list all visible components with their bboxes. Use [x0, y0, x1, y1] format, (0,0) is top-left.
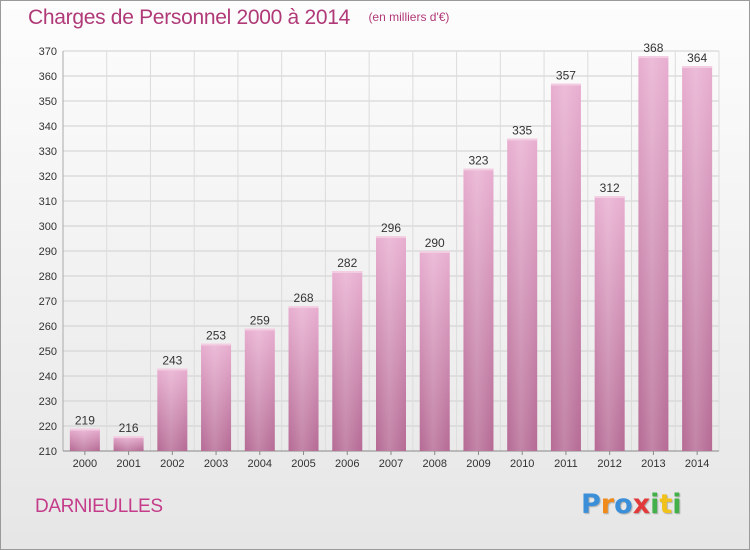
data-label: 253 — [206, 329, 226, 343]
y-tick-label: 290 — [39, 246, 57, 258]
logo-letter: i — [672, 489, 682, 520]
x-tick-label: 2007 — [379, 458, 403, 470]
bar-top-edge — [507, 138, 538, 141]
logo-letter: r — [600, 489, 615, 520]
bar-highlight — [463, 168, 494, 451]
bar-highlight — [201, 343, 232, 451]
bar-top-edge — [550, 83, 581, 86]
data-label: 335 — [512, 124, 532, 138]
bar-highlight — [376, 236, 406, 451]
x-tick-label: 2002 — [160, 458, 184, 470]
bar-highlight — [419, 251, 450, 451]
bar-highlight — [332, 271, 363, 451]
bar-top-edge — [332, 271, 363, 273]
y-tick-label: 330 — [39, 146, 57, 158]
commune-name: DARNIEULLES — [35, 496, 163, 517]
y-tick-label: 310 — [39, 196, 57, 208]
logo-letter: t — [659, 489, 673, 520]
bar-highlight — [682, 66, 713, 451]
x-tick-label: 2009 — [466, 458, 490, 470]
data-label: 243 — [162, 354, 182, 368]
bar-top-edge — [419, 251, 450, 253]
bar-top-edge — [594, 196, 625, 198]
bar-top-edge — [682, 66, 713, 68]
x-tick-label: 2000 — [73, 458, 97, 470]
y-tick-label: 270 — [39, 296, 57, 308]
chart-subtitle: (en milliers d'€) — [368, 10, 450, 24]
data-label: 290 — [425, 236, 445, 250]
x-tick-label: 2003 — [204, 458, 228, 470]
bar-highlight — [638, 56, 669, 451]
title-line: Charges de Personnel 2000 à 2014 (en mil… — [28, 6, 449, 30]
x-tick-label: 2006 — [335, 458, 359, 470]
bar-top-edge — [463, 168, 494, 171]
bars — [69, 56, 713, 451]
y-tick-label: 260 — [39, 321, 57, 333]
bar-highlight — [288, 306, 319, 451]
bar-top-edge — [376, 236, 406, 238]
bar-highlight — [113, 436, 144, 451]
bar-top-edge — [69, 428, 100, 431]
data-label: 259 — [250, 314, 270, 328]
y-tick-label: 350 — [39, 96, 57, 108]
bar-top-edge — [157, 368, 188, 371]
logo-letter: x — [632, 489, 651, 520]
y-tick-label: 250 — [39, 346, 57, 358]
data-labels: 219 216 243 253 259 268 282 296 290 323 335 357 312 3… — [75, 41, 708, 435]
bar-highlight — [507, 138, 538, 451]
x-tick-label: 2008 — [422, 458, 446, 470]
y-tick-label: 370 — [39, 46, 57, 58]
data-label: 216 — [119, 421, 139, 435]
y-tick-label: 240 — [39, 371, 57, 383]
bar-highlight — [157, 368, 188, 451]
chart-title: Charges de Personnel 2000 à 2014 — [28, 6, 350, 29]
logo-letter: i — [650, 489, 660, 520]
y-tick-label: 360 — [39, 71, 57, 83]
data-label: 368 — [643, 41, 663, 55]
y-tick-label: 320 — [39, 171, 57, 183]
data-label: 296 — [381, 221, 401, 235]
x-tick-label: 2011 — [554, 458, 578, 470]
bar-highlight — [244, 328, 275, 451]
x-tick-label: 2013 — [641, 458, 665, 470]
bar-top-edge — [244, 328, 275, 331]
x-tick-label: 2014 — [685, 458, 709, 470]
logo-letter: o — [614, 489, 633, 520]
bar-highlight — [69, 428, 100, 451]
bar-highlight — [550, 83, 581, 451]
data-label: 323 — [468, 154, 488, 168]
x-tick-label: 2005 — [291, 458, 315, 470]
bar-top-edge — [113, 436, 144, 438]
logo-letter: P — [581, 489, 601, 520]
y-tick-label: 230 — [39, 396, 57, 408]
data-label: 268 — [294, 291, 314, 305]
x-tick-label: 2010 — [510, 458, 534, 470]
x-tick-label: 2001 — [116, 458, 140, 470]
bar-top-edge — [288, 306, 319, 308]
data-label: 282 — [337, 256, 357, 270]
bar-highlight — [594, 196, 625, 451]
data-label: 219 — [75, 414, 95, 428]
x-tick-label: 2004 — [248, 458, 272, 470]
data-label: 312 — [600, 181, 620, 195]
bar-top-edge — [638, 56, 669, 58]
y-tick-label: 300 — [39, 221, 57, 233]
data-label: 364 — [687, 51, 707, 65]
y-tick-label: 280 — [39, 271, 57, 283]
proxiti-logo[interactable]: Proxiti — [581, 489, 682, 520]
x-tick-label: 2012 — [597, 458, 621, 470]
y-tick-label: 210 — [39, 446, 57, 458]
y-tick-label: 220 — [39, 421, 57, 433]
y-tick-label: 340 — [39, 121, 57, 133]
bar-top-edge — [201, 343, 232, 346]
data-label: 357 — [556, 69, 576, 83]
